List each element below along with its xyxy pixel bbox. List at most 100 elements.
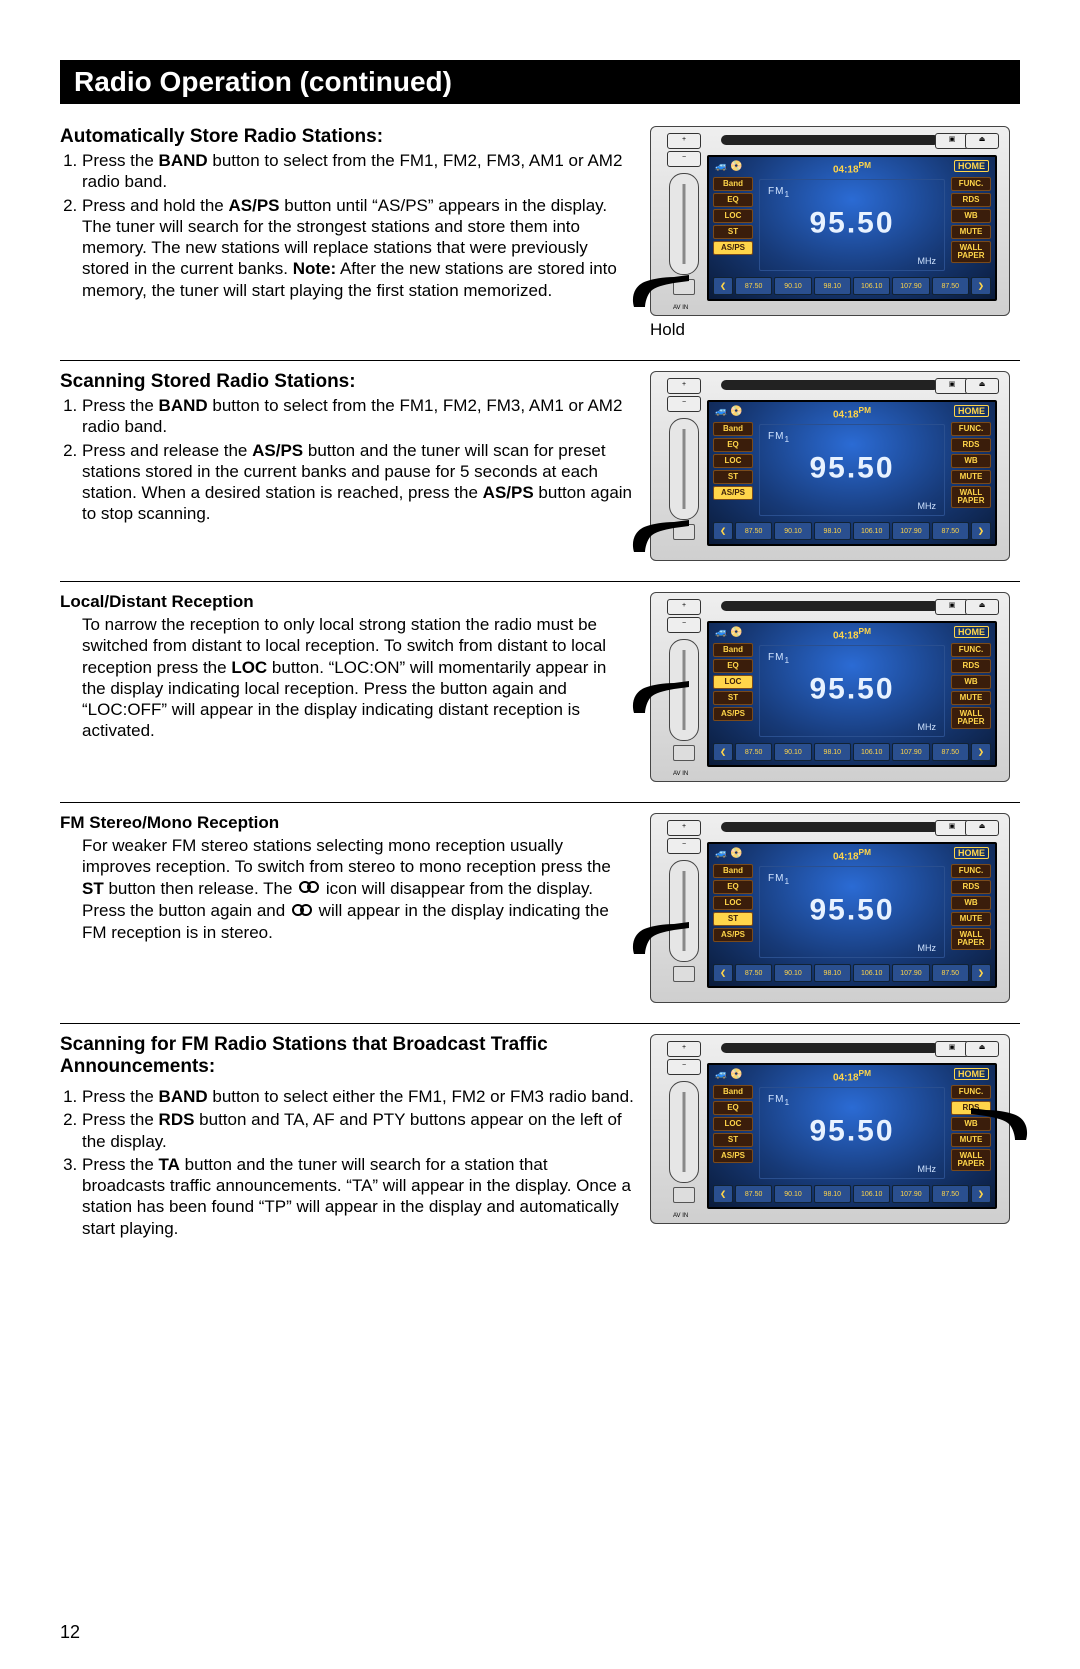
preset-button: 87.50: [932, 522, 969, 540]
stereo-icon: [297, 878, 321, 899]
frequency-readout: 95.50: [809, 206, 894, 240]
rds-button: RDS: [951, 659, 991, 673]
clock-display: 04:18PM: [833, 626, 871, 641]
right-side-buttons: FUNC. RDS WB MUTE WALL PAPER: [951, 864, 991, 950]
fm-band-label: FM1: [768, 873, 790, 886]
right-side-buttons: FUNC. RDS WB MUTE WALL PAPER: [951, 177, 991, 263]
asps-button: AS/PS: [713, 1149, 753, 1163]
preset-button: 98.10: [814, 743, 851, 761]
preset-next-icon: ❯: [971, 277, 991, 295]
section-heading: Scanning for FM Radio Stations that Broa…: [60, 1034, 634, 1078]
preset-button: 106.10: [853, 743, 890, 761]
instruction-list: Press the BAND button to select either t…: [82, 1086, 634, 1239]
section-auto-store: Automatically Store Radio Stations: Pres…: [60, 122, 1020, 354]
nav-button: −: [667, 151, 701, 167]
asps-button: AS/PS: [713, 486, 753, 500]
preset-prev-icon: ❮: [713, 1185, 733, 1203]
usb-port-icon: [673, 966, 695, 982]
nav-button: +: [667, 378, 701, 394]
section-divider: [60, 802, 1020, 803]
loc-button: LOC: [713, 209, 753, 223]
home-button: HOME: [954, 847, 989, 859]
preset-button: 107.90: [892, 277, 929, 295]
section-scan-stored: Scanning Stored Radio Stations: Press th…: [60, 367, 1020, 575]
preset-button: 106.10: [853, 277, 890, 295]
pointing-hand-icon: [629, 502, 689, 552]
body-paragraph: For weaker FM stereo stations selecting …: [82, 835, 634, 943]
wallpaper-button: WALL PAPER: [951, 1149, 991, 1171]
loc-button: LOC: [713, 454, 753, 468]
preset-row: ❮ 87.50 90.10 98.10 106.10 107.90 87.50 …: [713, 743, 991, 761]
text-column: FM Stereo/Mono Reception For weaker FM s…: [60, 813, 650, 943]
st-button: ST: [713, 912, 753, 926]
status-icons: 🚙 📀: [715, 848, 743, 859]
rds-button: RDS: [951, 438, 991, 452]
preset-button: 87.50: [735, 743, 772, 761]
preset-button: 87.50: [932, 743, 969, 761]
preset-next-icon: ❯: [971, 743, 991, 761]
instruction-list: Press the BAND button to select from the…: [82, 150, 634, 301]
radio-screen: 🚙 📀 04:18PM HOME Band EQ LOC ST AS/PS FU…: [707, 621, 997, 767]
figure-column: + − ▣ ⏏ 🚙 📀 04:18PM HOME Band EQ LOC ST: [650, 813, 1020, 1003]
preset-button: 87.50: [735, 964, 772, 982]
left-side-buttons: Band EQ LOC ST AS/PS: [713, 864, 753, 942]
disc-slot: [721, 135, 939, 145]
avin-label: AV IN: [673, 771, 688, 777]
preset-button: 87.50: [735, 277, 772, 295]
fm-band-label: FM1: [768, 1094, 790, 1107]
band-button: Band: [713, 422, 753, 436]
top-button: ▣: [935, 820, 969, 836]
section-divider: [60, 1023, 1020, 1024]
text-column: Local/Distant Reception To narrow the re…: [60, 592, 650, 742]
section-heading: Automatically Store Radio Stations:: [60, 126, 634, 148]
section-divider: [60, 581, 1020, 582]
status-icons: 🚙 📀: [715, 406, 743, 417]
left-side-buttons: Band EQ LOC ST AS/PS: [713, 643, 753, 721]
func-button: FUNC.: [951, 864, 991, 878]
preset-prev-icon: ❮: [713, 964, 733, 982]
list-item: Press the BAND button to select either t…: [82, 1086, 634, 1107]
frequency-readout: 95.50: [809, 893, 894, 927]
frequency-display-box: FM1 95.50 MHz: [759, 1087, 945, 1179]
preset-button: 87.50: [735, 1185, 772, 1203]
preset-button: 98.10: [814, 964, 851, 982]
fm-band-label: FM1: [768, 652, 790, 665]
pointing-hand-icon: [629, 904, 689, 954]
manual-page: Radio Operation (continued) Automaticall…: [0, 0, 1080, 1669]
nav-button: +: [667, 820, 701, 836]
left-side-buttons: Band EQ LOC ST AS/PS: [713, 422, 753, 500]
preset-button: 90.10: [774, 964, 811, 982]
func-button: FUNC.: [951, 422, 991, 436]
section-local-distant: Local/Distant Reception To narrow the re…: [60, 588, 1020, 796]
clock-display: 04:18PM: [833, 847, 871, 862]
preset-next-icon: ❯: [971, 1185, 991, 1203]
subsection-heading: FM Stereo/Mono Reception: [60, 813, 634, 833]
wb-button: WB: [951, 454, 991, 468]
nav-button: +: [667, 599, 701, 615]
usb-port-icon: [673, 745, 695, 761]
page-number: 12: [60, 1622, 80, 1643]
frequency-unit: MHz: [918, 943, 937, 953]
radio-screen: 🚙 📀 04:18PM HOME Band EQ LOC ST AS/PS FU…: [707, 400, 997, 546]
home-button: HOME: [954, 160, 989, 172]
right-side-buttons: FUNC. RDS WB MUTE WALL PAPER: [951, 643, 991, 729]
asps-button: AS/PS: [713, 241, 753, 255]
asps-button: AS/PS: [713, 928, 753, 942]
wb-button: WB: [951, 675, 991, 689]
usb-port-icon: [673, 1187, 695, 1203]
home-button: HOME: [954, 1068, 989, 1080]
preset-button: 107.90: [892, 522, 929, 540]
text-column: Scanning Stored Radio Stations: Press th…: [60, 371, 650, 527]
home-button: HOME: [954, 405, 989, 417]
wallpaper-button: WALL PAPER: [951, 928, 991, 950]
wb-button: WB: [951, 896, 991, 910]
status-icons: 🚙 📀: [715, 161, 743, 172]
body-paragraph: To narrow the reception to only local st…: [82, 614, 634, 742]
fm-band-label: FM1: [768, 186, 790, 199]
wallpaper-button: WALL PAPER: [951, 707, 991, 729]
radio-unit-figure: + − ▣ ⏏ 🚙 📀 04:18PM HOME Band EQ LOC ST: [650, 813, 1010, 1003]
disc-slot: [721, 380, 939, 390]
eq-button: EQ: [713, 880, 753, 894]
home-button: HOME: [954, 626, 989, 638]
pointing-hand-icon: [629, 663, 689, 713]
